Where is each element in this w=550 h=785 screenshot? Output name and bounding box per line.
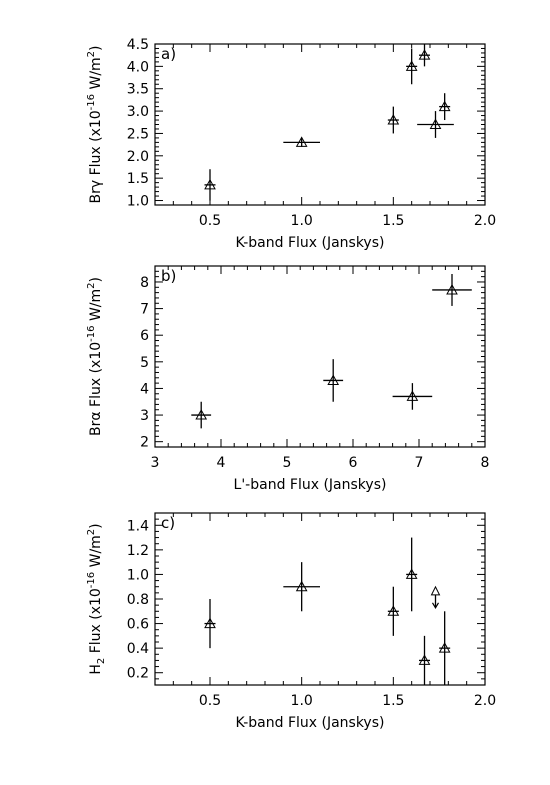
y-tick-label: 0.6 bbox=[127, 617, 149, 633]
y-axis-title-part: -16 bbox=[86, 572, 97, 588]
data-point-triangle bbox=[406, 390, 419, 401]
y-axis-title-part: -16 bbox=[86, 326, 97, 342]
y-axis-title: Brα Flux (x10-16 W/m2) bbox=[86, 277, 104, 436]
y-tick-label: 1.4 bbox=[127, 518, 149, 534]
y-axis-title-part: 2 bbox=[86, 529, 97, 535]
panel-2: 0.5 1.0 1.5 2.0 0.2 0.4 0.6 0.8 1.0 1.2 1.4 K-band … bbox=[86, 512, 496, 731]
data-point-triangle bbox=[418, 49, 431, 60]
x-tick-label: 1.5 bbox=[382, 213, 404, 229]
x-tick-label: 8 bbox=[481, 455, 490, 471]
data-point-triangle bbox=[327, 374, 340, 385]
y-tick-label: 2.0 bbox=[127, 149, 149, 165]
x-tick-label: 1.0 bbox=[291, 693, 313, 709]
x-tick-label: 1.5 bbox=[382, 693, 404, 709]
x-axis-title: K-band Flux (Janskys) bbox=[236, 715, 385, 731]
x-axis-title: K-band Flux (Janskys) bbox=[236, 235, 385, 251]
limit-triangle bbox=[430, 585, 441, 596]
y-axis-title-part: -16 bbox=[86, 94, 97, 110]
y-axis-title-part: ) bbox=[88, 523, 104, 528]
y-axis-title-part: W/m bbox=[88, 57, 104, 94]
y-tick-label: 0.2 bbox=[127, 666, 149, 682]
panel-label: a) bbox=[161, 45, 176, 63]
x-tick-label: 2.0 bbox=[474, 693, 496, 709]
data-point-triangle bbox=[446, 283, 458, 295]
y-axis-title-part: 2 bbox=[86, 282, 97, 288]
y-axis-title-part: Brγ Flux (x10 bbox=[88, 110, 104, 203]
data-point-triangle bbox=[295, 136, 308, 147]
y-axis-title: Brγ Flux (x10-16 W/m2) bbox=[86, 45, 104, 203]
x-tick-label: 1.0 bbox=[291, 213, 313, 229]
y-tick-label: 4.0 bbox=[127, 59, 149, 75]
data-point-triangle bbox=[387, 113, 400, 125]
y-tick-label: 2.5 bbox=[127, 126, 149, 142]
x-tick-label: 4 bbox=[217, 455, 226, 471]
data-point-triangle bbox=[438, 100, 451, 112]
y-tick-label: 0.4 bbox=[127, 641, 149, 657]
y-tick-label: 2 bbox=[140, 435, 149, 451]
x-tick-label: 3 bbox=[151, 455, 160, 471]
y-axis-title-part: 2 bbox=[86, 51, 97, 57]
y-tick-label: 1.5 bbox=[127, 171, 149, 187]
x-tick-label: 7 bbox=[415, 455, 424, 471]
y-tick-label: 1.0 bbox=[127, 567, 149, 583]
data-point-triangle bbox=[429, 118, 442, 129]
panel-label: b) bbox=[161, 267, 176, 285]
data-point-triangle bbox=[295, 580, 308, 592]
y-tick-label: 5 bbox=[140, 355, 149, 371]
y-tick-label: 0.8 bbox=[127, 592, 149, 608]
y-axis-title: H2 Flux (x10-16 W/m2) bbox=[86, 523, 107, 674]
y-axis-title-part: ) bbox=[88, 45, 104, 50]
plot-frame bbox=[154, 265, 486, 448]
data-point-triangle bbox=[387, 605, 400, 616]
y-tick-label: 4 bbox=[140, 381, 149, 397]
y-tick-label: 3.0 bbox=[127, 104, 149, 120]
y-tick-label: 3.5 bbox=[127, 82, 149, 98]
data-point-triangle bbox=[405, 60, 418, 71]
data-point-triangle bbox=[204, 617, 216, 629]
y-axis-title-part: Brα Flux (x10 bbox=[88, 342, 104, 436]
data-point-triangle bbox=[204, 178, 216, 190]
y-axis-title-part: Flux (x10 bbox=[88, 588, 104, 658]
y-axis-title-part: H bbox=[88, 664, 104, 675]
y-tick-label: 3 bbox=[140, 408, 149, 424]
x-tick-label: 2.0 bbox=[474, 213, 496, 229]
x-tick-label: 5 bbox=[283, 455, 292, 471]
y-tick-label: 7 bbox=[140, 302, 149, 318]
panel-0: 0.5 1.0 1.5 2.0 1.0 1.5 2.0 2.5 3.0 3.5 4.0 4.5 K-ba… bbox=[86, 37, 496, 251]
y-tick-label: 4.5 bbox=[127, 37, 149, 53]
y-tick-label: 8 bbox=[140, 275, 149, 291]
data-point-triangle bbox=[418, 654, 431, 665]
y-tick-label: 1.2 bbox=[127, 543, 149, 559]
limit-arrow-head bbox=[431, 602, 440, 610]
x-tick-label: 0.5 bbox=[199, 693, 221, 709]
y-axis-title-part: ) bbox=[88, 277, 104, 282]
x-tick-label: 6 bbox=[349, 455, 358, 471]
x-axis-title: L'-band Flux (Janskys) bbox=[234, 477, 387, 493]
y-tick-label: 6 bbox=[140, 328, 149, 344]
data-point-triangle bbox=[195, 409, 208, 420]
y-axis-title-part: W/m bbox=[88, 289, 104, 326]
data-point-triangle bbox=[405, 568, 418, 579]
panel-label: c) bbox=[161, 514, 175, 532]
y-tick-label: 1.0 bbox=[127, 194, 149, 210]
data-point-triangle bbox=[438, 642, 451, 653]
x-tick-label: 0.5 bbox=[199, 213, 221, 229]
y-axis-title-part: 2 bbox=[96, 658, 107, 664]
y-axis-title-part: W/m bbox=[88, 535, 104, 572]
